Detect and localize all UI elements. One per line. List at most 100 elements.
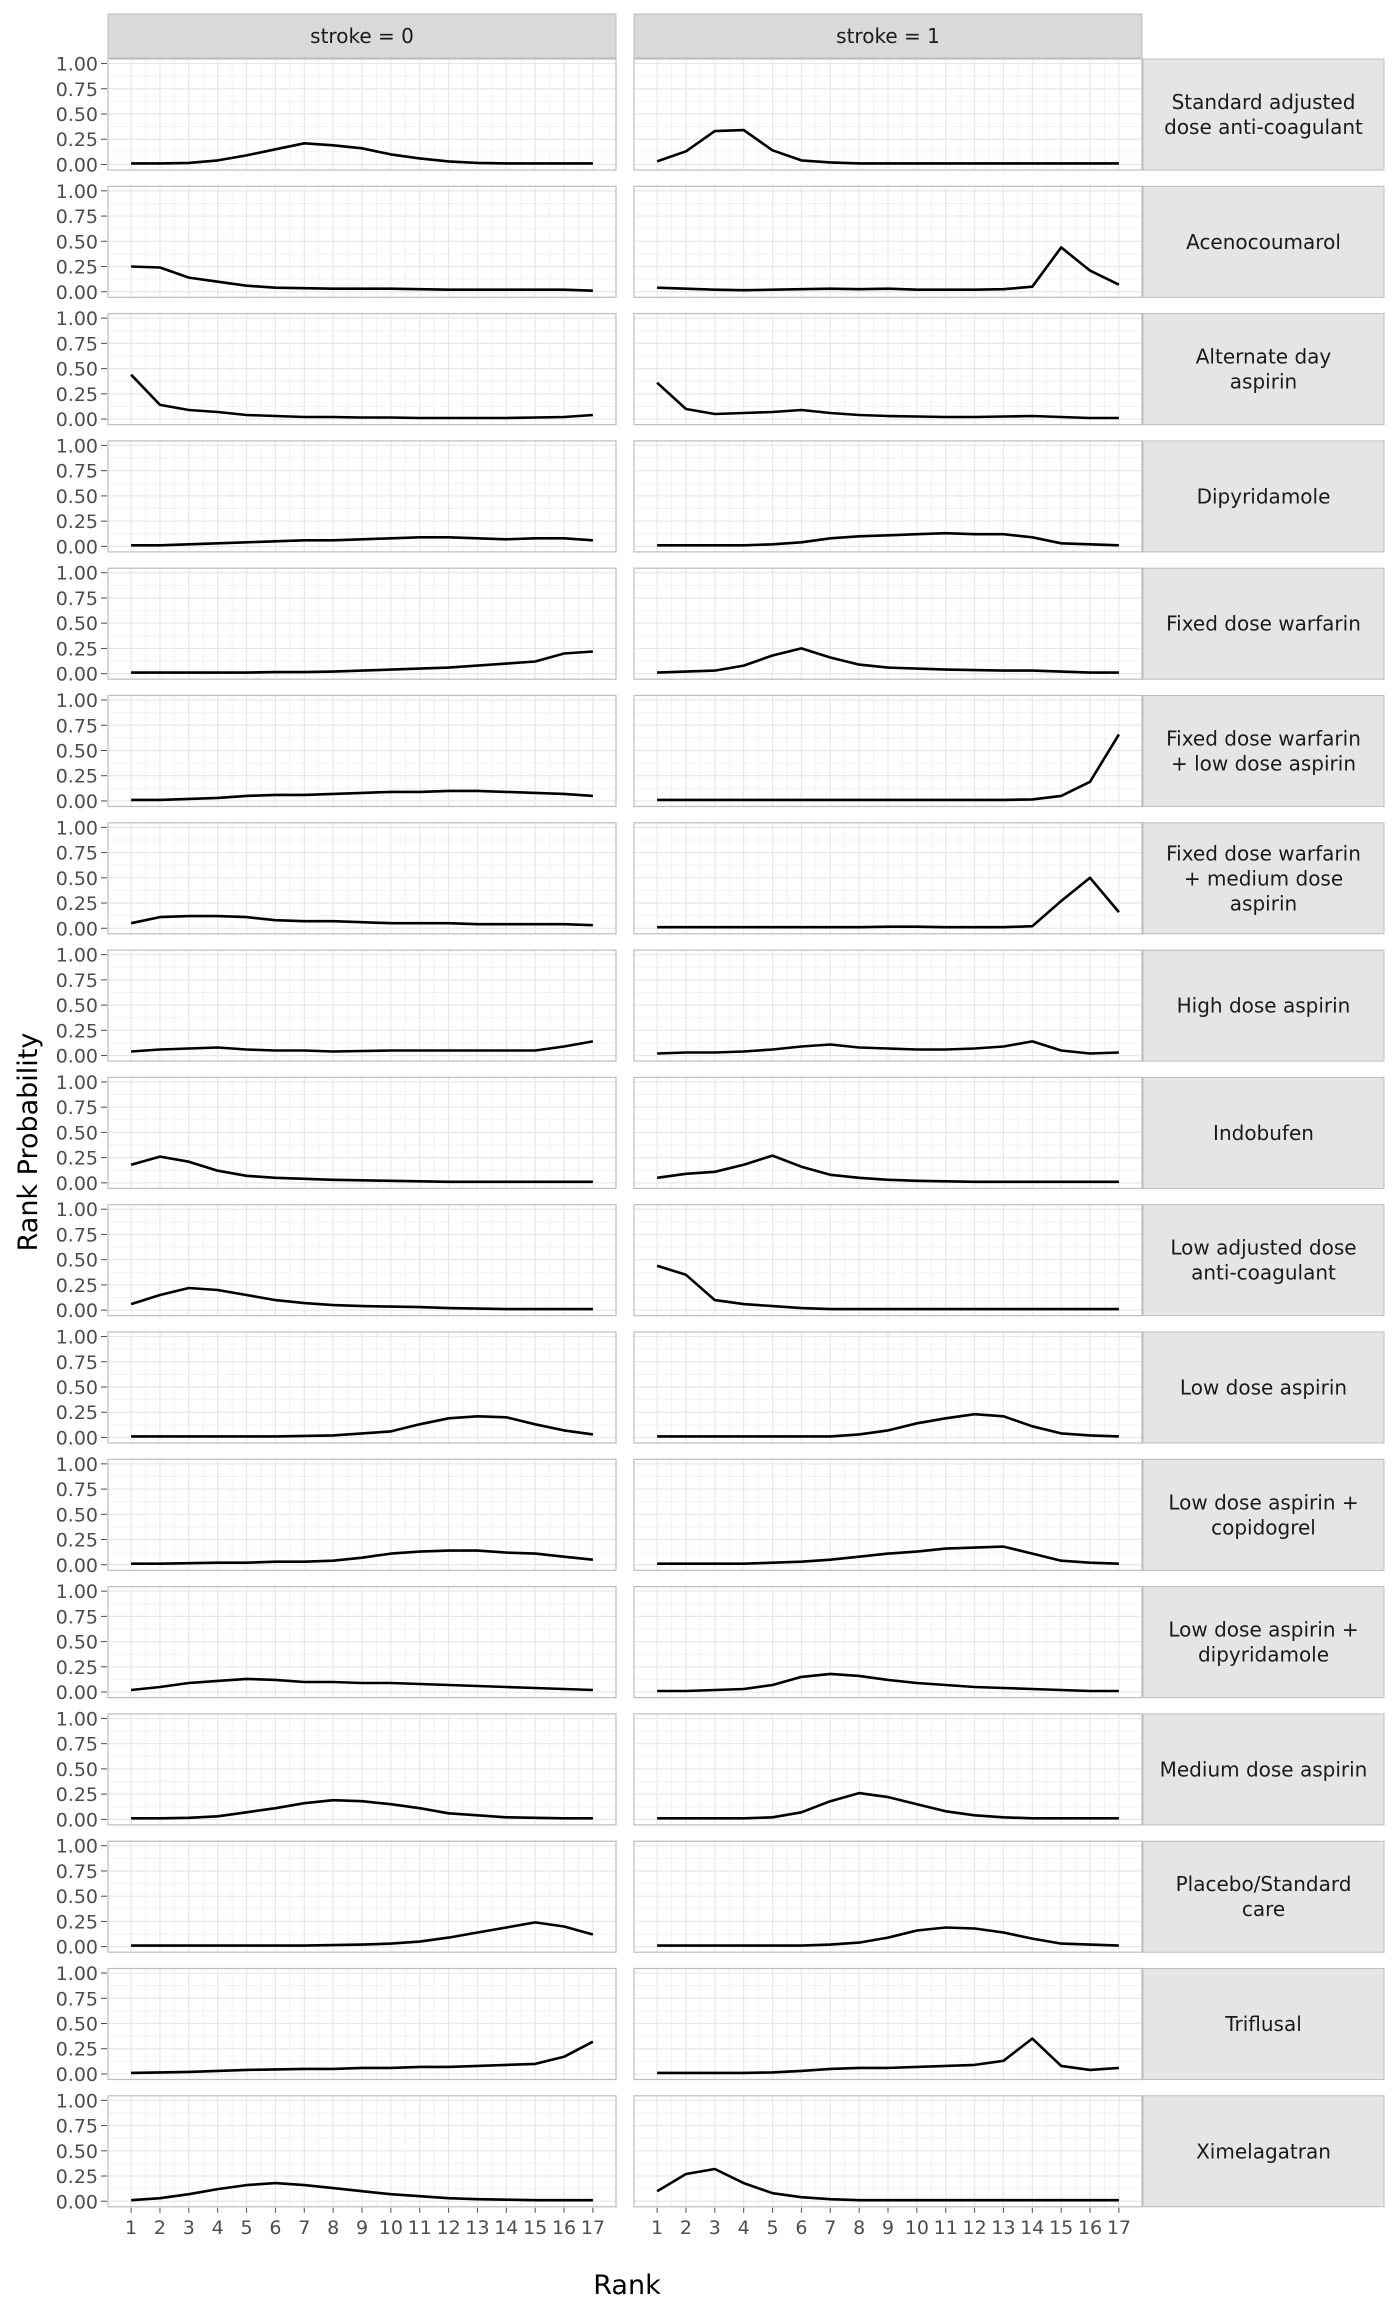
y-tick-label: 0.25 bbox=[56, 1784, 98, 1806]
facet-panel bbox=[633, 313, 1143, 426]
row-strip bbox=[1142, 567, 1385, 680]
panel-border bbox=[633, 822, 1143, 935]
row-strip bbox=[1142, 1586, 1385, 1699]
row-strip-label: dipyridamole bbox=[1198, 1643, 1329, 1667]
y-tick-label: 0.00 bbox=[56, 1937, 98, 1959]
series-line-stroke-0 bbox=[130, 1286, 593, 1311]
row-strip bbox=[1142, 1840, 1385, 1953]
panel-border bbox=[633, 1713, 1143, 1826]
facet-panel bbox=[633, 440, 1143, 553]
row-strip-label: Medium dose aspirin bbox=[1160, 1757, 1368, 1781]
x-tick-label: 11 bbox=[408, 2217, 432, 2239]
row-strip-label: Alternate day bbox=[1196, 345, 1332, 369]
facet-panel bbox=[107, 1713, 617, 1826]
y-tick-label: 0.00 bbox=[56, 409, 98, 431]
y-tick-label: 0.75 bbox=[56, 206, 98, 228]
panel-border bbox=[107, 1331, 617, 1444]
panel-border bbox=[633, 1331, 1143, 1444]
panel-border bbox=[107, 949, 617, 1062]
y-tick-label: 0.50 bbox=[56, 868, 98, 890]
y-tick-label: 0.25 bbox=[56, 1402, 98, 1424]
series-line-stroke-0 bbox=[130, 914, 593, 927]
row-strip-label: Dipyridamole bbox=[1197, 484, 1331, 508]
panel-border bbox=[107, 1076, 617, 1190]
y-tick-label: 1.00 bbox=[56, 1327, 98, 1349]
facet-panel bbox=[633, 1076, 1143, 1190]
row-strip-label: Placebo/Standard bbox=[1176, 1872, 1352, 1896]
y-tick-label: 0.50 bbox=[56, 1377, 98, 1399]
panel-border bbox=[633, 567, 1143, 680]
y-tick-label: 1.00 bbox=[56, 435, 98, 457]
y-tick-label: 0.75 bbox=[56, 1224, 98, 1246]
y-tick-label: 0.75 bbox=[56, 1988, 98, 2010]
panel-border bbox=[107, 1458, 617, 1571]
x-tick-label: 13 bbox=[991, 2217, 1015, 2239]
x-tick-label: 7 bbox=[298, 2217, 310, 2239]
column-strip-label: stroke = 0 bbox=[310, 24, 414, 48]
x-tick-label: 15 bbox=[1049, 2217, 1073, 2239]
y-tick-label: 0.50 bbox=[56, 1759, 98, 1781]
panel-border bbox=[633, 1204, 1143, 1317]
row-strip-label: anti-coagulant bbox=[1191, 1261, 1336, 1285]
facet-panel bbox=[633, 1204, 1143, 1317]
series-line-stroke-0 bbox=[131, 1415, 594, 1438]
y-tick-label: 0.00 bbox=[56, 664, 98, 686]
facet-panel bbox=[107, 2095, 617, 2208]
row-strip bbox=[1142, 1076, 1385, 1189]
series-line-stroke-1 bbox=[657, 1545, 1119, 1565]
y-tick-label: 0.25 bbox=[56, 257, 98, 279]
y-tick-label: 1.00 bbox=[56, 563, 98, 585]
panel-border bbox=[107, 440, 617, 553]
y-tick-label: 0.75 bbox=[56, 2116, 98, 2138]
y-tick-label: 0.50 bbox=[56, 2141, 98, 2163]
y-tick-label: 0.25 bbox=[56, 2039, 98, 2061]
facet-panel bbox=[107, 1076, 617, 1190]
row-strip bbox=[1142, 313, 1385, 426]
x-tick-label: 10 bbox=[379, 2217, 403, 2239]
x-tick-label: 5 bbox=[240, 2217, 252, 2239]
y-axis-title: Rank Probability bbox=[13, 1033, 44, 1252]
y-tick-label: 0.00 bbox=[56, 791, 98, 813]
y-tick-label: 0.00 bbox=[56, 1682, 98, 1704]
series-line-stroke-0 bbox=[131, 1921, 594, 1947]
y-tick-label: 0.00 bbox=[56, 282, 98, 304]
y-tick-label: 1.00 bbox=[56, 1581, 98, 1603]
row-strip-label: Low dose aspirin bbox=[1180, 1376, 1347, 1400]
column-strip bbox=[107, 13, 617, 59]
y-tick-label: 0.75 bbox=[56, 970, 98, 992]
row-strip bbox=[1142, 695, 1385, 807]
y-tick-label: 0.25 bbox=[56, 638, 98, 660]
x-tick-label: 16 bbox=[1078, 2217, 1102, 2239]
y-tick-label: 0.75 bbox=[56, 1734, 98, 1756]
panel-border bbox=[633, 1840, 1143, 1953]
facet-panel bbox=[633, 1458, 1143, 1571]
facet-panel bbox=[107, 822, 617, 935]
facet-panel bbox=[107, 1585, 617, 1699]
y-tick-label: 0.50 bbox=[56, 1632, 98, 1654]
y-tick-label: 0.25 bbox=[56, 511, 98, 533]
panel-border bbox=[107, 1713, 617, 1826]
row-strip bbox=[1142, 1331, 1385, 1444]
panel-border bbox=[107, 1585, 617, 1699]
x-axis-title: Rank bbox=[593, 2270, 661, 2301]
y-tick-label: 0.75 bbox=[56, 843, 98, 865]
x-tick-label: 7 bbox=[824, 2217, 836, 2239]
facet-panel bbox=[633, 822, 1143, 935]
row-strip bbox=[1142, 1713, 1385, 1826]
row-strip-label: aspirin bbox=[1230, 891, 1297, 915]
y-tick-label: 0.00 bbox=[56, 2064, 98, 2086]
y-tick-label: 0.25 bbox=[56, 1530, 98, 1552]
facet-panel bbox=[107, 1331, 617, 1444]
row-strip bbox=[1142, 185, 1385, 298]
y-tick-label: 0.50 bbox=[56, 231, 98, 253]
y-tick-label: 0.75 bbox=[56, 1606, 98, 1628]
row-strip-label: Low dose aspirin + bbox=[1168, 1490, 1358, 1514]
facet-panel bbox=[107, 185, 617, 298]
panel-border bbox=[107, 822, 617, 935]
facet-panel bbox=[633, 1967, 1143, 2081]
y-tick-label: 0.75 bbox=[56, 588, 98, 610]
row-strip-label: Low adjusted dose bbox=[1170, 1236, 1356, 1260]
x-tick-label: 6 bbox=[795, 2217, 807, 2239]
facet-panel bbox=[107, 694, 617, 808]
y-tick-label: 0.50 bbox=[56, 359, 98, 381]
